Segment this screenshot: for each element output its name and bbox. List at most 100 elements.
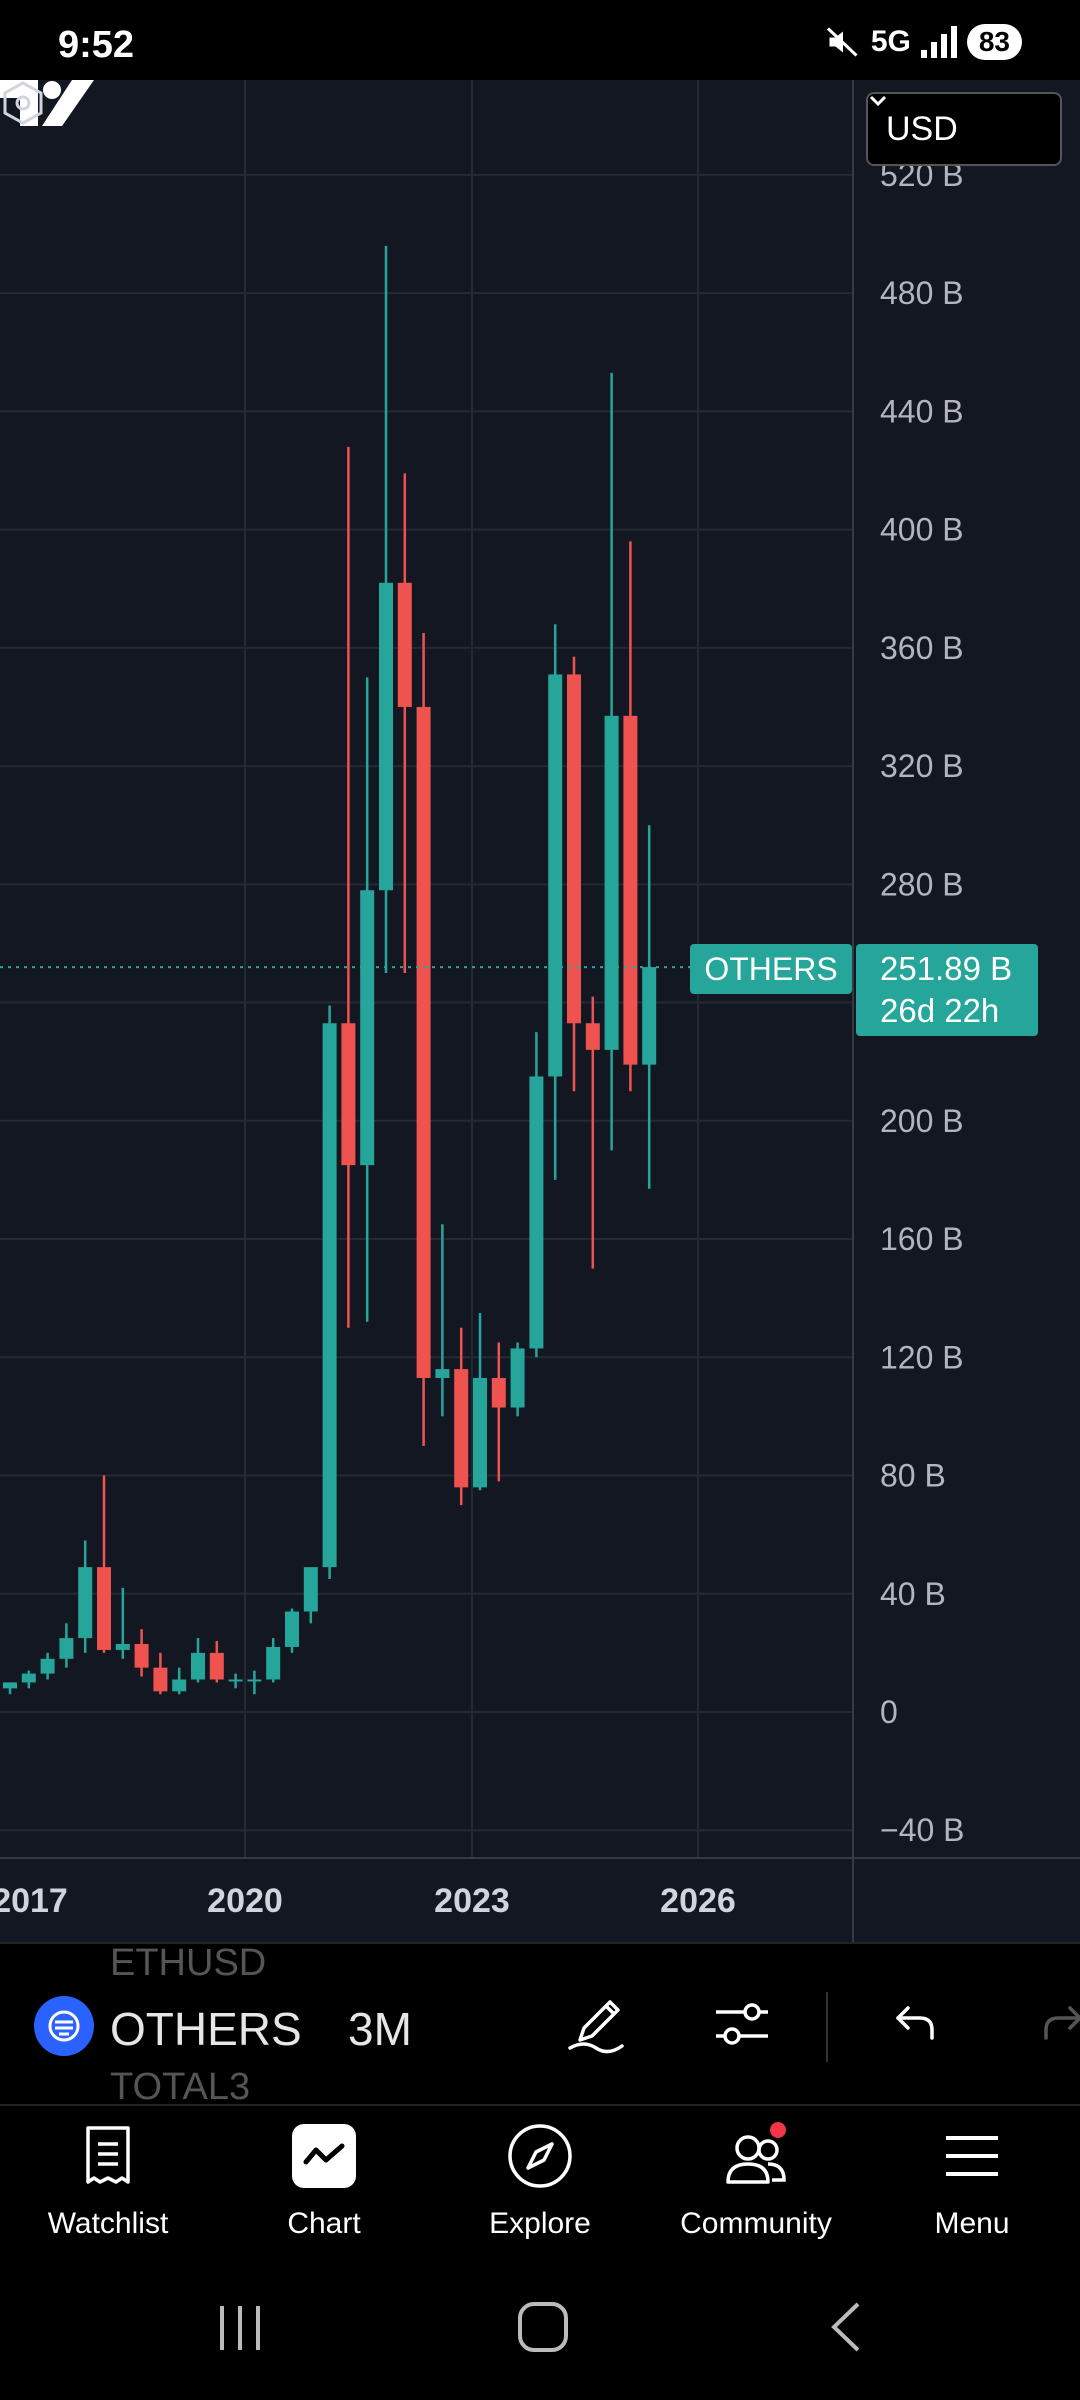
price-tick-label: 280 B: [880, 866, 964, 902]
price-tick-label: 200 B: [880, 1103, 964, 1139]
candle-body: [548, 674, 563, 1077]
menu-icon: [946, 2136, 998, 2176]
candle-body: [322, 1023, 337, 1568]
watchlist-icon: [86, 2126, 130, 2184]
chart-toolbar: ETHUSD OTHERS TOTAL3 3M: [0, 1942, 1080, 2108]
home-icon[interactable]: [516, 2300, 570, 2354]
time-axis: 2017 2020 2023 2026: [0, 1882, 736, 1920]
nav-watchlist[interactable]: Watchlist: [8, 2120, 208, 2250]
candle-body: [341, 1023, 356, 1166]
nav-chart[interactable]: Chart: [224, 2120, 424, 2250]
status-time: 9:52: [58, 24, 135, 66]
nav-community[interactable]: Community: [656, 2120, 856, 2250]
ghost-symbol-above: ETHUSD: [110, 1942, 267, 1984]
chevron-down-icon: [869, 95, 887, 107]
signal-icon: [920, 26, 957, 58]
mute-icon: [826, 27, 858, 57]
candle-body: [228, 1679, 243, 1682]
nav-label: Explore: [489, 2207, 591, 2240]
candle-body: [473, 1377, 487, 1488]
network-label: 5G: [870, 25, 911, 58]
nav-explore[interactable]: Explore: [440, 2120, 640, 2250]
notification-dot: [770, 2122, 786, 2138]
last-price: 251.89 B: [880, 950, 1013, 987]
candle-body: [97, 1567, 111, 1650]
community-icon: [726, 2122, 786, 2184]
candle-body: [416, 706, 431, 1378]
time-tick-label: 2026: [660, 1882, 736, 1920]
bottom-navigation: Watchlist Chart Explore Community Me: [0, 2104, 1080, 2256]
back-icon[interactable]: [826, 2300, 866, 2354]
price-tick-label: 120 B: [880, 1339, 964, 1375]
price-tick-label: 40 B: [880, 1576, 946, 1612]
chart-icon: [292, 2124, 356, 2188]
last-price-tag: 251.89 B 26d 22h: [856, 944, 1038, 1036]
candle-body: [623, 715, 638, 1065]
symbol-logo: [34, 1996, 94, 2056]
candle-body: [491, 1377, 506, 1408]
candle-body: [454, 1369, 469, 1488]
candle-body: [40, 1658, 55, 1674]
price-tick-label: 160 B: [880, 1221, 964, 1257]
battery-badge: 83: [966, 24, 1022, 60]
price-tick-label: −40 B: [880, 1812, 965, 1848]
candle-body: [153, 1667, 168, 1692]
candle-body: [529, 1076, 544, 1349]
chart-settings-icon[interactable]: [0, 80, 46, 126]
candle-body: [397, 582, 412, 707]
time-tick-label: 2020: [207, 1882, 283, 1920]
undo-icon[interactable]: [876, 1988, 948, 2060]
candle-body: [115, 1644, 130, 1650]
drawing-pen-icon[interactable]: [560, 1988, 632, 2060]
chart-grid: [0, 80, 1080, 1942]
candle-body: [604, 715, 619, 1050]
indicators-icon[interactable]: [706, 1988, 778, 2060]
candle-body: [435, 1369, 450, 1378]
nav-label: Community: [680, 2207, 832, 2240]
time-tick-label: 2017: [0, 1882, 68, 1920]
candle-body: [510, 1348, 525, 1408]
bar-countdown: 26d 22h: [880, 992, 1000, 1029]
nav-menu[interactable]: Menu: [872, 2120, 1072, 2250]
nav-label: Watchlist: [47, 2207, 169, 2240]
symbol-selector[interactable]: OTHERS: [110, 2003, 302, 2055]
candle-body: [585, 1023, 600, 1050]
candle-body: [78, 1567, 93, 1639]
symbol-price-tag: OTHERS: [690, 944, 852, 994]
candle-body: [191, 1652, 205, 1680]
candle-body: [134, 1644, 149, 1668]
candle-body: [285, 1611, 299, 1647]
status-bar: 9:52 5G 83: [0, 0, 1080, 80]
candle-body: [642, 967, 657, 1065]
candle-body: [567, 674, 581, 1024]
candle-body: [266, 1646, 281, 1680]
price-tick-label: 360 B: [880, 630, 964, 666]
nav-label: Chart: [287, 2207, 361, 2240]
price-tick-label: 440 B: [880, 393, 964, 429]
candle-body: [360, 890, 375, 1166]
candle-body: [209, 1652, 224, 1680]
candle-body: [172, 1679, 187, 1692]
candles: [0, 245, 853, 1695]
candle-body: [379, 582, 393, 891]
others-symbol-icon: [48, 2010, 80, 2042]
chart-area[interactable]: 520 B 480 B 440 B 400 B 360 B 320 B 280 B 200 B…: [0, 80, 1080, 1942]
candle-body: [3, 1682, 17, 1689]
recent-apps-icon[interactable]: [212, 2302, 268, 2354]
compass-icon: [508, 2124, 572, 2188]
interval-selector[interactable]: 3M: [348, 2003, 412, 2055]
price-tick-label: 320 B: [880, 748, 964, 784]
price-tick-label: 400 B: [880, 512, 964, 548]
time-tick-label: 2023: [434, 1882, 510, 1920]
candle-body: [59, 1638, 74, 1659]
ghost-symbol-below: TOTAL3: [110, 2066, 251, 2108]
currency-value: USD: [886, 109, 958, 148]
redo-icon[interactable]: [1030, 1988, 1080, 2060]
currency-select[interactable]: USD: [866, 92, 1062, 166]
price-tick-label: 480 B: [880, 275, 964, 311]
candle-body: [303, 1567, 318, 1612]
status-icons: 5G 83: [825, 22, 1022, 62]
candle-body: [247, 1679, 262, 1682]
